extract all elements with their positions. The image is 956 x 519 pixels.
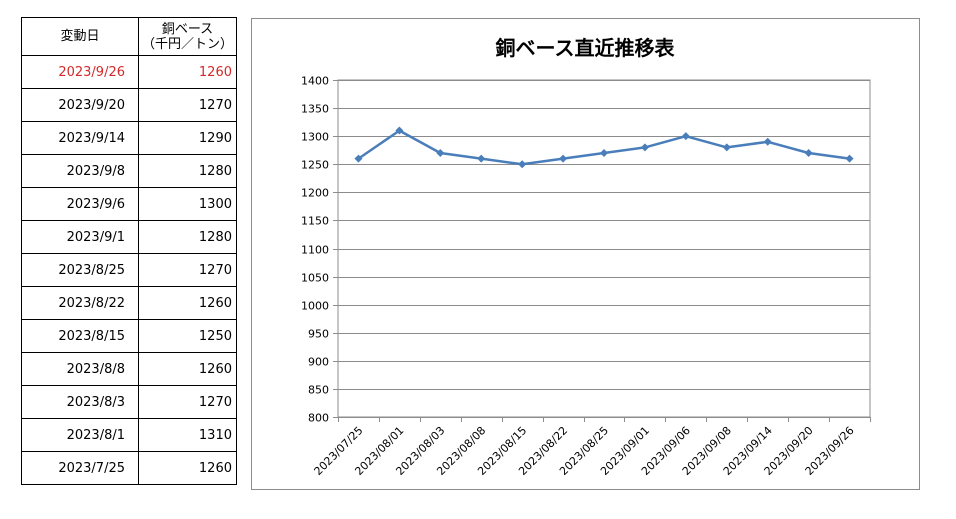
row-date: 2023/9/8 <box>21 154 139 188</box>
table-header-row: 変動日 銅ベース （千円／トン） <box>21 17 237 56</box>
header-price: 銅ベース （千円／トン） <box>138 17 237 56</box>
row-price: 1260 <box>138 352 237 386</box>
data-point-marker <box>640 143 649 152</box>
table-row: 2023/8/8 1260 <box>21 352 237 386</box>
header-price-line1: 銅ベース <box>161 21 214 37</box>
row-date: 2023/9/1 <box>21 220 139 254</box>
row-price: 1280 <box>138 154 237 188</box>
row-price: 1260 <box>138 451 237 485</box>
row-date: 2023/8/25 <box>21 253 139 287</box>
row-price: 1280 <box>138 220 237 254</box>
chart-panel: 銅ベース直近推移表 800 850 900 950 1000 1050 1100 1150 12… <box>251 18 920 490</box>
row-price: 1310 <box>138 418 237 452</box>
table-row: 2023/9/26 1260 <box>21 55 237 89</box>
table-row: 2023/8/3 1270 <box>21 385 237 419</box>
row-price: 1270 <box>138 385 237 419</box>
series-line <box>357 129 850 166</box>
data-point-marker <box>395 126 404 135</box>
row-date: 2023/9/26 <box>21 55 139 89</box>
row-date: 2023/7/25 <box>21 451 139 485</box>
header-date: 変動日 <box>21 17 139 56</box>
y-tick-label: 1300 <box>301 131 329 144</box>
table-body: 2023/9/26 1260 2023/9/20 1270 2023/9/14 1290 2… <box>21 55 237 485</box>
table-row: 2023/8/22 1260 <box>21 286 237 320</box>
table-row: 2023/9/6 1300 <box>21 187 237 221</box>
header-price-line2: （千円／トン） <box>141 36 233 52</box>
data-point-marker <box>559 154 568 163</box>
y-tick-label: 1150 <box>301 215 329 228</box>
row-date: 2023/8/22 <box>21 286 139 320</box>
y-tick-label: 1100 <box>301 244 329 257</box>
y-tick-label: 900 <box>308 356 329 369</box>
table-row: 2023/9/20 1270 <box>21 88 237 122</box>
y-tick-label: 1350 <box>301 103 329 116</box>
row-price: 1270 <box>138 88 237 122</box>
table-row: 2023/8/25 1270 <box>21 253 237 287</box>
table-row: 2023/8/15 1250 <box>21 319 237 353</box>
data-point-marker <box>518 160 527 169</box>
line-chart: 銅ベース直近推移表 800 850 900 950 1000 1050 1100 1150 12… <box>301 36 871 478</box>
y-tick-label: 950 <box>308 328 329 341</box>
table-row: 2023/8/1 1310 <box>21 418 237 452</box>
row-price: 1300 <box>138 187 237 221</box>
data-point-marker <box>354 154 363 163</box>
row-date: 2023/9/20 <box>21 88 139 122</box>
data-point-marker <box>845 154 854 163</box>
row-date: 2023/9/14 <box>21 121 139 155</box>
price-table: 変動日 銅ベース （千円／トン） 2023/9/26 1260 2023/9/20 1… <box>21 17 237 485</box>
table-row: 2023/9/8 1280 <box>21 154 237 188</box>
data-point-marker <box>722 143 731 152</box>
y-tick-label: 800 <box>308 412 329 425</box>
y-tick-label: 1200 <box>301 187 329 200</box>
row-date: 2023/9/6 <box>21 187 139 221</box>
table-row: 2023/9/1 1280 <box>21 220 237 254</box>
row-date: 2023/8/3 <box>21 385 139 419</box>
row-price: 1270 <box>138 253 237 287</box>
data-point-marker <box>681 132 690 141</box>
row-date: 2023/8/1 <box>21 418 139 452</box>
table-row: 2023/9/14 1290 <box>21 121 237 155</box>
data-point-marker <box>600 149 608 158</box>
plot-area <box>337 79 871 418</box>
data-point-marker <box>804 149 813 158</box>
y-tick-label: 1400 <box>301 75 329 88</box>
row-date: 2023/8/15 <box>21 319 139 353</box>
table-row: 2023/7/25 1260 <box>21 451 237 485</box>
chart-title: 銅ベース直近推移表 <box>496 36 676 60</box>
y-tick-label: 1250 <box>301 159 329 172</box>
y-tick-label: 850 <box>308 384 329 397</box>
data-point-marker <box>763 137 772 146</box>
row-date: 2023/8/8 <box>21 352 139 386</box>
data-point-marker <box>436 149 445 158</box>
y-tick-label: 1000 <box>301 300 329 313</box>
data-point-marker <box>477 154 486 163</box>
row-price: 1260 <box>138 55 237 89</box>
row-price: 1260 <box>138 286 237 320</box>
row-price: 1250 <box>138 319 237 353</box>
y-tick-label: 1050 <box>301 272 329 285</box>
row-price: 1290 <box>138 121 237 155</box>
